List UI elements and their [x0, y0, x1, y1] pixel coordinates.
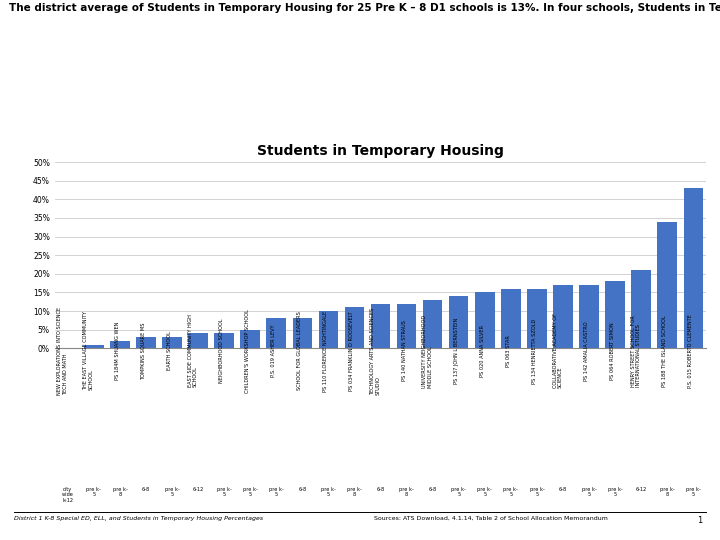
Bar	[397, 303, 416, 348]
Text: 6-12: 6-12	[636, 487, 647, 492]
Title: Students in Temporary Housing: Students in Temporary Housing	[257, 144, 504, 158]
Text: PS 142 AMALIA CASTRO: PS 142 AMALIA CASTRO	[584, 321, 589, 381]
Text: TECHNOLOGY ARTS AND SCIENCES
STUDIO: TECHNOLOGY ARTS AND SCIENCES STUDIO	[370, 307, 380, 395]
Text: District 1 K-8 Special ED, ELL, and Students in Temporary Housing Percentages: District 1 K-8 Special ED, ELL, and Stud…	[14, 516, 264, 521]
Bar	[371, 303, 390, 348]
Bar	[449, 296, 469, 348]
Text: pre k-
5: pre k- 5	[686, 487, 701, 497]
Bar	[423, 300, 442, 348]
Bar	[501, 289, 521, 348]
Text: pre k-
5: pre k- 5	[217, 487, 232, 497]
Bar	[292, 319, 312, 348]
Bar	[580, 285, 599, 348]
Text: EARTH SCHOOL: EARTH SCHOOL	[167, 332, 172, 370]
Bar	[606, 281, 625, 348]
Bar	[189, 333, 208, 348]
Text: CHILDREN'S WORKSHOP SCHOOL: CHILDREN'S WORKSHOP SCHOOL	[246, 309, 251, 393]
Bar	[319, 311, 338, 348]
Text: PS 020 ANNA SILVER: PS 020 ANNA SILVER	[480, 325, 485, 377]
Text: pre k-
5: pre k- 5	[321, 487, 336, 497]
Text: pre k-
5: pre k- 5	[529, 487, 544, 497]
Bar	[345, 307, 364, 348]
Text: EAST SIDE COMMUNITY HIGH
SCHOOL: EAST SIDE COMMUNITY HIGH SCHOOL	[188, 315, 198, 387]
Text: SCHOOL FOR GLOBAL LEADERS: SCHOOL FOR GLOBAL LEADERS	[297, 312, 302, 390]
Bar	[136, 337, 156, 348]
Text: pre k-
5: pre k- 5	[582, 487, 596, 497]
Text: THE EAST VILLAGE COMMUNITY
SCHOOL: THE EAST VILLAGE COMMUNITY SCHOOL	[84, 312, 94, 390]
Text: PS 184M SHUANG WEN: PS 184M SHUANG WEN	[115, 322, 120, 380]
Bar	[240, 329, 260, 348]
Text: P.S. 015 ROBERTO CLEMENTE: P.S. 015 ROBERTO CLEMENTE	[688, 314, 693, 388]
Text: NEW EXPLORATIONS INTO SCIENCE
TECH AND MATH: NEW EXPLORATIONS INTO SCIENCE TECH AND M…	[58, 307, 68, 395]
Bar	[475, 293, 495, 348]
Text: 1: 1	[697, 516, 702, 525]
Bar	[631, 270, 651, 348]
Bar	[527, 289, 546, 348]
Text: UNIVERSITY NEIGHBORHOOD
MIDDLE SCHOOL: UNIVERSITY NEIGHBORHOOD MIDDLE SCHOOL	[422, 314, 433, 388]
Text: TOMPKINS SQUARE MS: TOMPKINS SQUARE MS	[141, 322, 146, 380]
Text: HENRY STREET SCHOOL FOR
INTERNATIONAL STUDIES: HENRY STREET SCHOOL FOR INTERNATIONAL ST…	[631, 315, 641, 387]
Text: pre k-
5: pre k- 5	[477, 487, 492, 497]
Bar	[110, 341, 130, 348]
Bar	[683, 188, 703, 348]
Text: pre k-
5: pre k- 5	[165, 487, 179, 497]
Text: pre k-
8: pre k- 8	[112, 487, 127, 497]
Text: pre k-
8: pre k- 8	[347, 487, 362, 497]
Text: 6-8: 6-8	[377, 487, 384, 492]
Text: city
wide
k-12: city wide k-12	[62, 487, 73, 503]
Text: PS 064 ROBERT SIMON: PS 064 ROBERT SIMON	[610, 322, 615, 380]
Text: PS 110 FLORENCE NIGHTINGALE: PS 110 FLORENCE NIGHTINGALE	[323, 310, 328, 392]
Bar	[84, 345, 104, 348]
Text: PS 034 FRANKLIN D ROOSEVELT: PS 034 FRANKLIN D ROOSEVELT	[349, 311, 354, 391]
Text: pre k-
5: pre k- 5	[503, 487, 518, 497]
Text: 6-8: 6-8	[559, 487, 567, 492]
Text: pre k-
8: pre k- 8	[660, 487, 675, 497]
Bar	[657, 221, 677, 348]
Bar	[553, 285, 572, 348]
Text: pre k-
8: pre k- 8	[399, 487, 414, 497]
Bar	[215, 333, 234, 348]
Text: pre k-
5: pre k- 5	[451, 487, 466, 497]
Text: 6-8: 6-8	[298, 487, 307, 492]
Text: The district average of Students in Temporary Housing for 25 Pre K – 8 D1 school: The district average of Students in Temp…	[9, 3, 720, 13]
Text: pre k-
5: pre k- 5	[608, 487, 623, 497]
Text: PS 140 NATHAN STRAUS: PS 140 NATHAN STRAUS	[402, 321, 407, 381]
Text: PS 134 HENRIETTA SZOLD: PS 134 HENRIETTA SZOLD	[532, 319, 537, 383]
Bar	[266, 319, 286, 348]
Text: pre k-
5: pre k- 5	[269, 487, 284, 497]
Text: pre k-
5: pre k- 5	[86, 487, 102, 497]
Bar	[162, 337, 181, 348]
Text: COLLABORATIVE ACADEMY OF
SCIENCE: COLLABORATIVE ACADEMY OF SCIENCE	[552, 314, 563, 388]
Text: 6-8: 6-8	[428, 487, 437, 492]
Text: PS 137 JOHN L BERNSTEIN: PS 137 JOHN L BERNSTEIN	[454, 318, 459, 384]
Text: PS 188 THE ISLAND SCHOOL: PS 188 THE ISLAND SCHOOL	[662, 315, 667, 387]
Text: pre k-
5: pre k- 5	[243, 487, 258, 497]
Text: 6-12: 6-12	[192, 487, 204, 492]
Text: PS 063 STAR: PS 063 STAR	[506, 335, 510, 367]
Text: 6-8: 6-8	[142, 487, 150, 492]
Text: NEIGHBORHOOD SCHOOL: NEIGHBORHOOD SCHOOL	[219, 319, 224, 383]
Text: Sources: ATS Download, 4.1.14, Table 2 of School Allocation Memorandum: Sources: ATS Download, 4.1.14, Table 2 o…	[374, 516, 608, 521]
Text: P.S. 019 ASHER LEVY: P.S. 019 ASHER LEVY	[271, 325, 276, 377]
